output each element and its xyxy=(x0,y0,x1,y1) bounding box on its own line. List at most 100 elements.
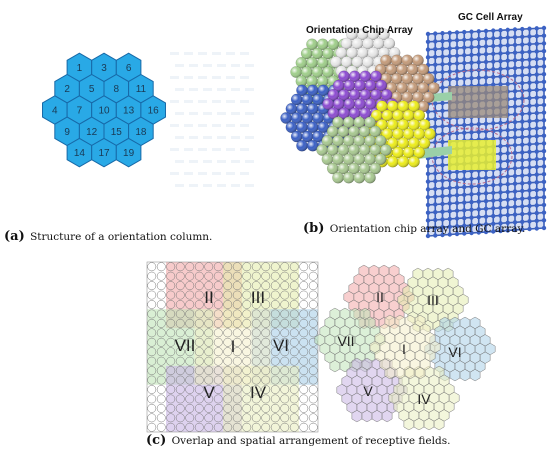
receptor-cell xyxy=(308,262,318,272)
gc-cell xyxy=(425,210,431,215)
gc-cell xyxy=(534,41,539,46)
gc-cell xyxy=(512,220,518,225)
gc-cell xyxy=(491,175,496,180)
chip-sphere-shade xyxy=(327,89,339,101)
gc-cell xyxy=(505,151,510,156)
receptor-cell xyxy=(223,403,233,413)
receptor-cell xyxy=(147,337,157,347)
gc-cell xyxy=(541,87,547,92)
orientation-cell-label: 13 xyxy=(123,106,135,117)
gc-cell xyxy=(491,229,496,234)
receptor-cell xyxy=(147,281,157,291)
background-speckle xyxy=(203,136,212,139)
receptor-cell xyxy=(270,328,280,338)
chip-sphere-shade xyxy=(301,66,313,78)
gc-cell xyxy=(469,223,474,228)
receptor-cell xyxy=(280,403,290,413)
receptor-cell xyxy=(251,394,261,404)
gc-cell xyxy=(512,112,518,117)
chip-sphere-shade xyxy=(317,57,329,69)
receptor-cell xyxy=(166,385,176,394)
chip-sphere-shade xyxy=(417,82,429,94)
receptor-cell xyxy=(175,422,185,432)
gc-cell xyxy=(505,182,510,187)
receptor-cell xyxy=(280,309,290,319)
receptor-cell xyxy=(289,403,299,413)
right-field-label: VI xyxy=(448,344,461,360)
receptor-cell xyxy=(213,356,223,366)
gc-cell xyxy=(505,127,510,133)
chip-sphere-shade xyxy=(397,137,409,149)
chip-sphere-shade xyxy=(330,56,342,68)
background-speckle xyxy=(212,124,221,127)
receptor-cell xyxy=(166,356,176,366)
gc-cell xyxy=(534,226,539,231)
gc-cell xyxy=(454,177,460,182)
gc-cell xyxy=(433,225,438,230)
receptor-cell xyxy=(185,347,195,357)
receptor-cell xyxy=(166,347,176,357)
receptor-cell xyxy=(194,328,204,338)
chip-sphere-shade xyxy=(417,100,429,113)
receptor-cell xyxy=(175,403,185,413)
receptor-cell xyxy=(299,271,309,281)
receptor-cell xyxy=(194,290,204,300)
gc-cell xyxy=(440,108,445,114)
receptor-cell xyxy=(270,385,280,394)
chip-sphere-shade xyxy=(301,112,313,124)
gc-cell xyxy=(520,181,525,186)
receptor-cell xyxy=(194,271,204,281)
gc-cell xyxy=(447,193,452,198)
receptor-cell xyxy=(289,290,299,300)
gc-cell xyxy=(512,196,518,202)
receptor-cell xyxy=(299,366,309,376)
chip-sphere-shade xyxy=(401,73,413,85)
receptor-cell xyxy=(185,403,195,413)
background-speckle xyxy=(231,184,240,187)
chip-sphere-shade xyxy=(312,130,324,143)
receptor-cell xyxy=(232,347,242,357)
receptor-cell xyxy=(232,403,242,413)
gc-cell xyxy=(447,53,452,59)
chip-sphere-shade xyxy=(364,135,376,147)
gc-cell xyxy=(505,174,510,179)
receptor-cell xyxy=(308,300,318,309)
gc-cell xyxy=(440,131,445,137)
chip-sphere-shade xyxy=(428,82,440,94)
receptor-cell xyxy=(223,356,233,366)
gc-cell xyxy=(447,69,452,74)
receptor-cell xyxy=(156,375,166,385)
chip-sphere-shade xyxy=(362,56,374,68)
receptor-cell xyxy=(204,281,214,291)
receptor-cell xyxy=(166,300,176,309)
chip-sphere-shade xyxy=(364,116,376,128)
gc-cell xyxy=(433,194,438,199)
receptor-cell xyxy=(308,347,318,357)
gc-cell xyxy=(512,50,518,55)
background-speckle xyxy=(189,64,198,67)
gc-cell xyxy=(462,200,467,205)
left-field-label: V xyxy=(203,383,215,402)
background-speckle xyxy=(184,76,193,79)
gc-cell xyxy=(433,31,438,36)
chip-sphere-shade xyxy=(373,37,385,50)
background-speckle xyxy=(203,184,212,187)
gc-cell xyxy=(440,62,445,67)
gc-cell xyxy=(491,198,496,203)
receptor-cell xyxy=(289,300,299,309)
receptor-cell xyxy=(204,300,214,309)
receptor-cell xyxy=(308,318,318,328)
chip-sphere-shade xyxy=(338,107,350,119)
gc-cell xyxy=(454,76,460,82)
gc-cell xyxy=(469,45,474,50)
receptor-cell xyxy=(223,375,233,385)
background-speckle xyxy=(175,64,184,67)
receptor-cell xyxy=(147,385,157,394)
gc-cell xyxy=(541,48,547,54)
gc-cell xyxy=(454,224,460,229)
gc-cell xyxy=(512,189,518,194)
gc-cell xyxy=(512,212,518,217)
receptor-cell xyxy=(175,309,185,319)
chip-sphere-shade xyxy=(397,100,409,112)
